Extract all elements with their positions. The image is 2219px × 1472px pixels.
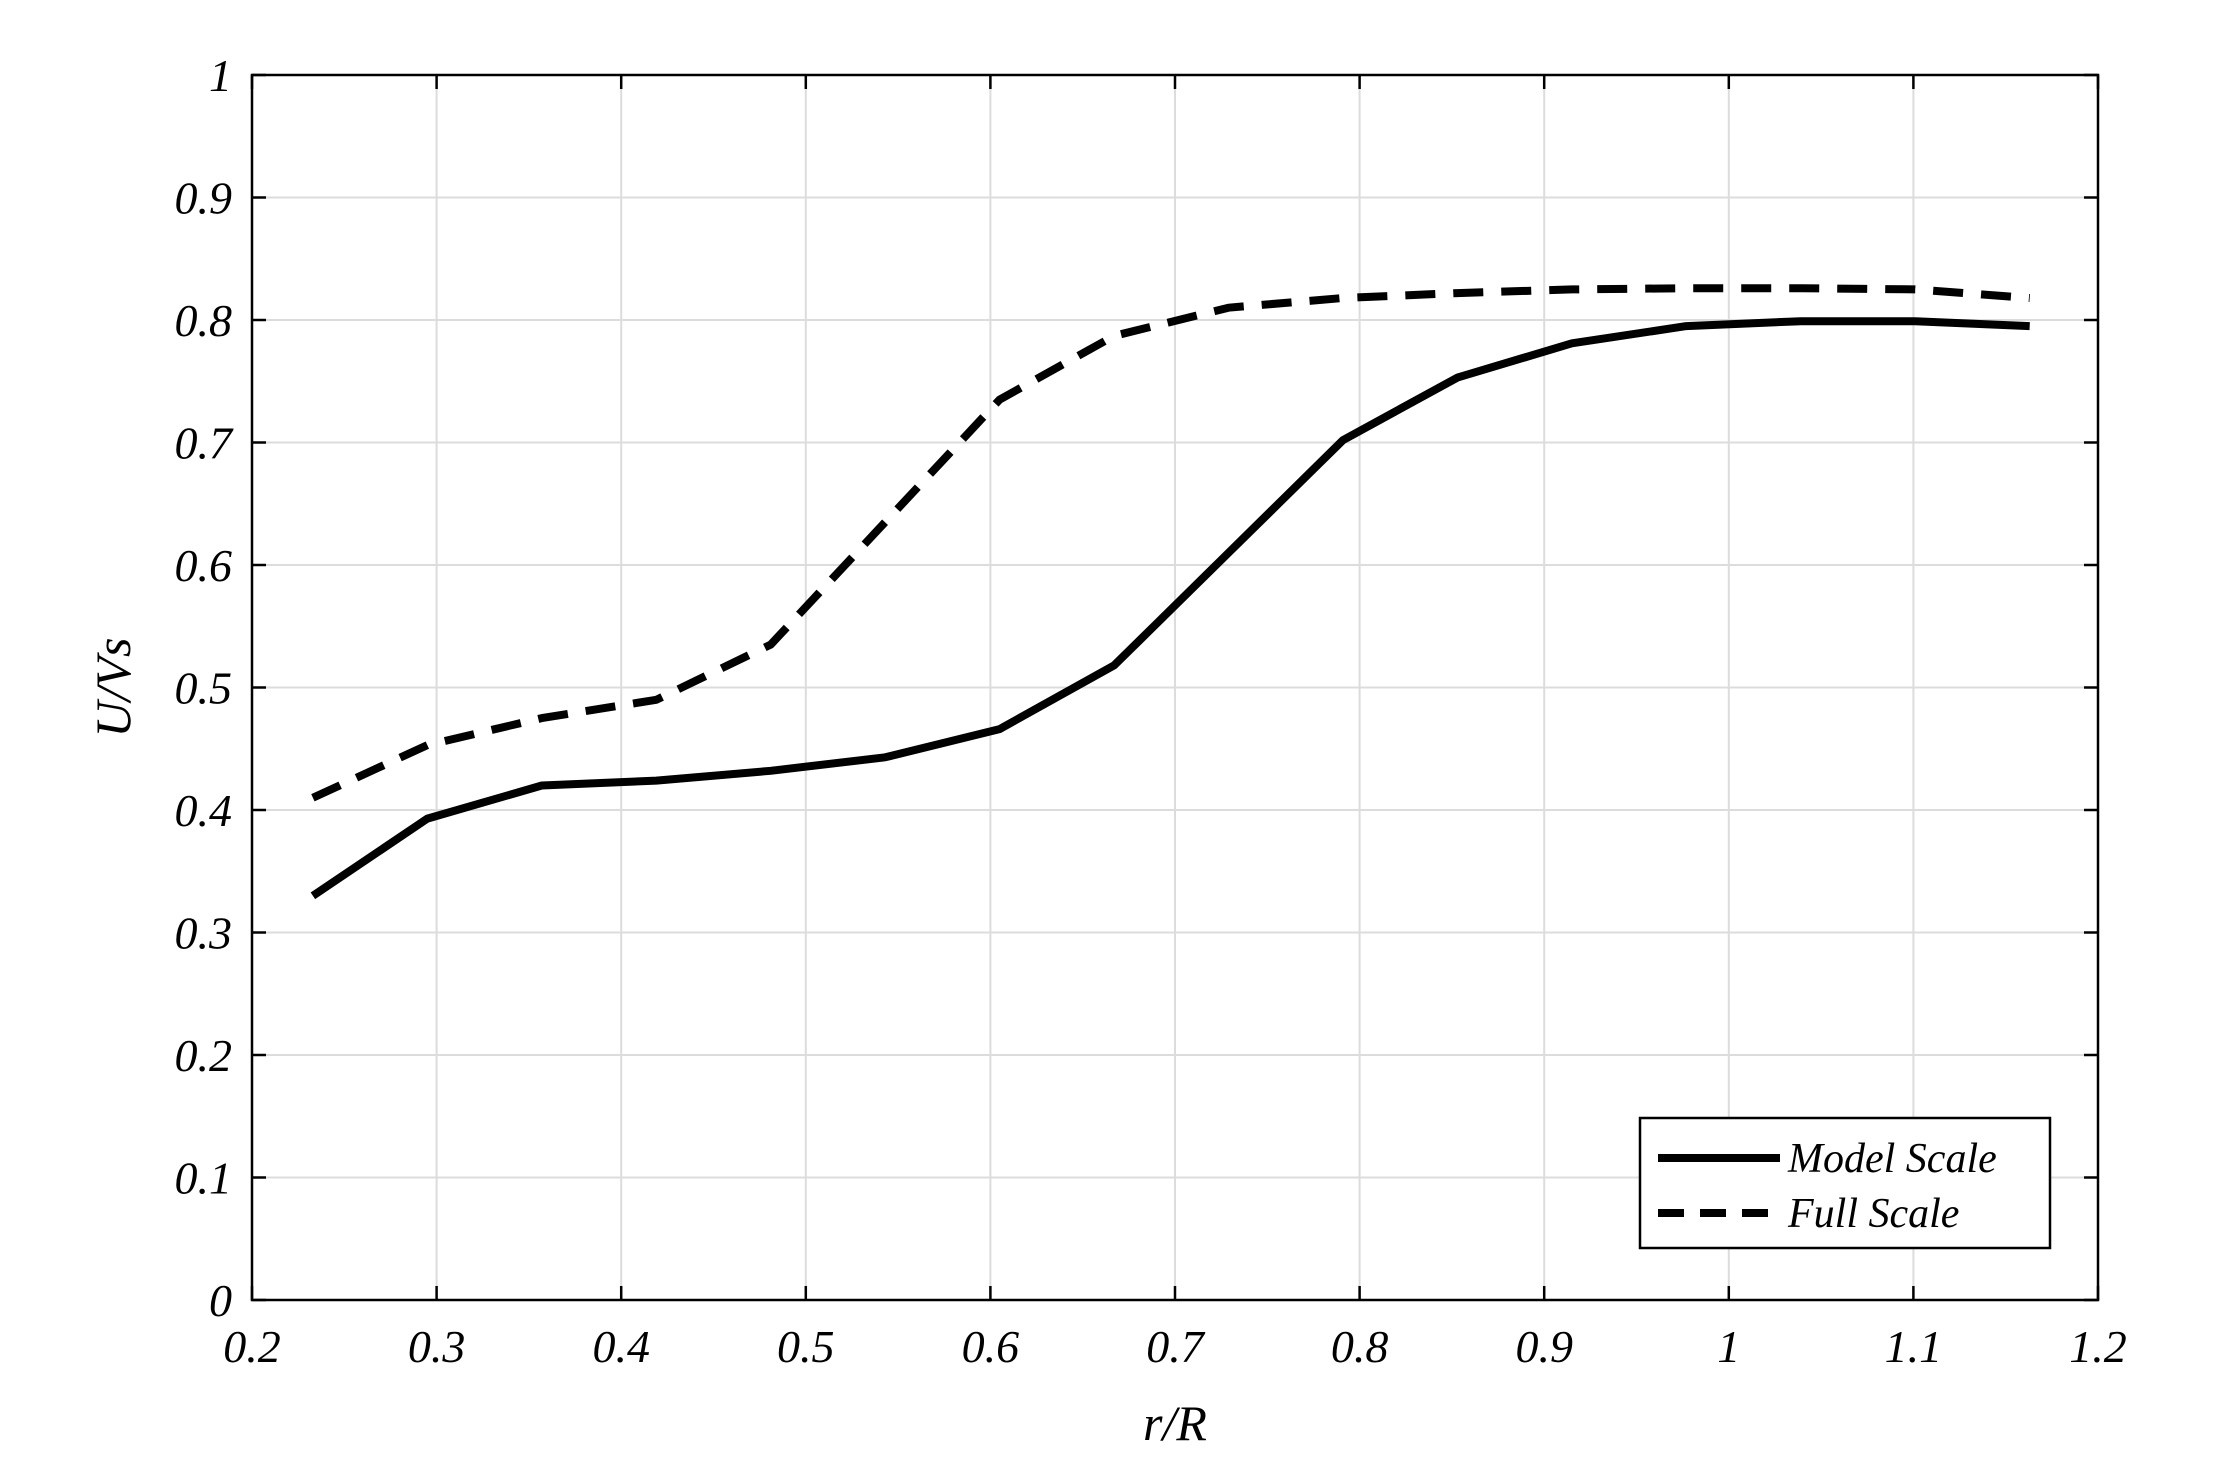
ticks bbox=[250, 73, 2100, 1302]
x-tick-label: 1 bbox=[1717, 1321, 1740, 1372]
y-tick-label: 0.1 bbox=[175, 1153, 233, 1204]
x-tick-label: 0.8 bbox=[1331, 1321, 1389, 1372]
y-tick-label: 0.7 bbox=[175, 418, 235, 469]
y-tick-label: 0 bbox=[209, 1275, 232, 1326]
y-tick-label: 0.4 bbox=[175, 785, 233, 836]
y-tick-label: 0.2 bbox=[175, 1030, 233, 1081]
x-tick-label: 0.3 bbox=[408, 1321, 466, 1372]
series-line-model-scale bbox=[310, 317, 2030, 900]
y-tick-label: 0.6 bbox=[175, 540, 233, 591]
x-tick-label: 0.6 bbox=[962, 1321, 1020, 1372]
y-tick-label: 0.3 bbox=[175, 908, 233, 959]
legend-label-full-scale: Full Scale bbox=[1787, 1191, 1959, 1237]
series-line-full-scale bbox=[311, 284, 2030, 802]
x-tick-label: 0.5 bbox=[777, 1321, 835, 1372]
y-tick-label: 1 bbox=[209, 50, 232, 101]
series-layer bbox=[310, 284, 2030, 900]
y-tick-label: 0.8 bbox=[175, 295, 233, 346]
grid bbox=[251, 74, 2099, 1301]
legend-box bbox=[1638, 1116, 2052, 1250]
x-tick-label: 1.1 bbox=[1885, 1321, 1943, 1372]
x-axis-label: r/R bbox=[1143, 1395, 1207, 1451]
y-axis-label: U/Vs bbox=[85, 638, 141, 738]
x-tick-label: 1.2 bbox=[2069, 1321, 2127, 1372]
x-tick-label: 0.9 bbox=[1515, 1321, 1573, 1372]
y-tick-label: 0.9 bbox=[175, 173, 233, 224]
legend-label-model-scale: Model Scale bbox=[1787, 1136, 1997, 1182]
x-tick-label: 0.2 bbox=[223, 1321, 281, 1372]
x-tick-label: 0.7 bbox=[1146, 1321, 1206, 1372]
tick-labels: 0.2 0.3 0.4 0.5 0.6 0.7 0.8 0.9 1 1.1 1.2 0 0.1 0.2 0.… bbox=[175, 50, 2127, 1372]
y-tick-label: 0.5 bbox=[175, 663, 233, 714]
x-tick-label: 0.4 bbox=[592, 1321, 650, 1372]
legend: Model Scale Full Scale bbox=[1638, 1116, 2052, 1250]
